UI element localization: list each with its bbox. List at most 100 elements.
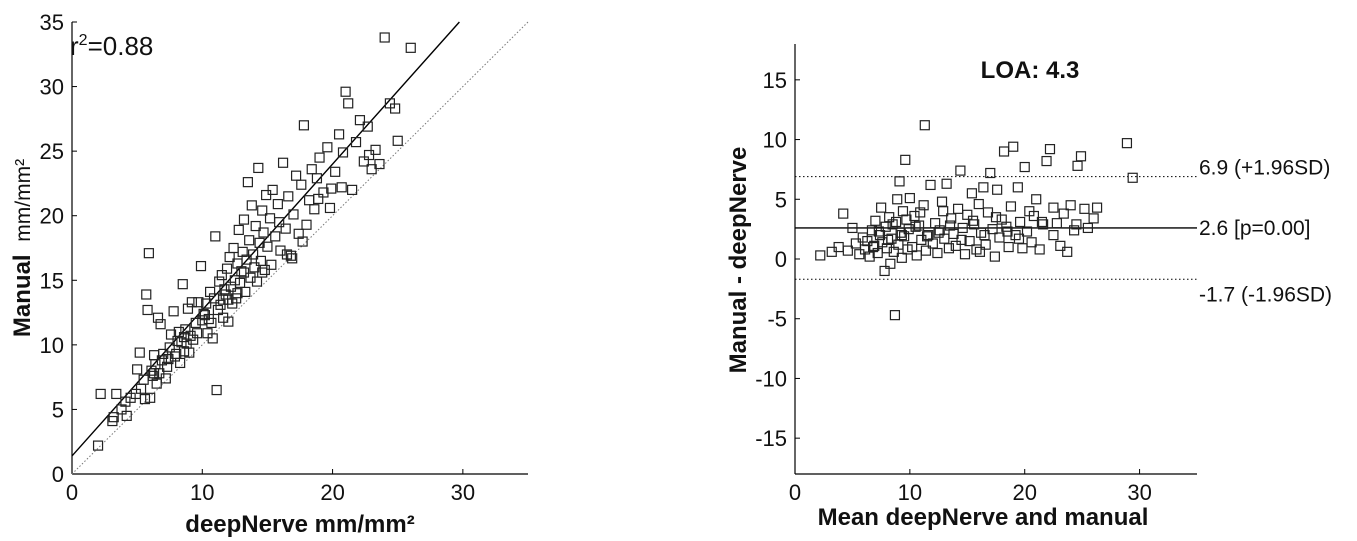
scatter-point: [95, 388, 106, 400]
scatter-point: [261, 189, 272, 201]
scatter-y-axis-title: Manual mm/mm²: [9, 159, 36, 337]
scatter-point: [247, 249, 259, 260]
bland-altman-point: [952, 203, 964, 214]
bland-altman-point: [1012, 182, 1023, 193]
scatter-point: [311, 173, 323, 184]
bland-altman-x-tick-label: 10: [898, 480, 922, 505]
bland-altman-point: [1036, 216, 1048, 228]
bland-altman-point: [1088, 213, 1099, 224]
regression-line: [71, 21, 460, 457]
scatter-point: [171, 348, 182, 359]
scatter-point: [211, 384, 222, 396]
scatter-point: [190, 317, 201, 329]
scatter-x-tick-label: 30: [451, 480, 475, 505]
bland-altman-y-tick-label: 10: [763, 128, 787, 153]
scatter-point: [326, 183, 337, 194]
scatter-point: [238, 267, 250, 278]
scatter-point: [212, 304, 224, 316]
bland-altman-point: [887, 219, 898, 230]
bland-altman-point: [966, 188, 977, 199]
scatter-point: [191, 328, 203, 339]
scatter-y-tick-label: 35: [40, 10, 64, 35]
scatter-point: [275, 245, 286, 256]
scatter-point: [228, 242, 239, 254]
bland-altman-point: [838, 208, 849, 219]
scatter-point: [246, 200, 257, 211]
scatter-point: [251, 276, 263, 287]
scatter-point: [250, 220, 261, 232]
bland-altman-point: [936, 196, 948, 207]
bland-altman-point: [994, 232, 1005, 243]
bland-altman-point: [971, 244, 982, 255]
scatter-point: [169, 351, 181, 362]
scatter-y-axis-title-unit: mm/mm²: [12, 159, 35, 242]
bland-altman-point: [885, 258, 896, 269]
scatter-point: [198, 308, 209, 319]
scatter-point: [199, 310, 210, 321]
bland-altman-y-tick-label: -10: [755, 366, 787, 391]
bland-altman-point: [962, 209, 973, 220]
scatter-point: [267, 184, 278, 195]
scatter-point: [135, 383, 147, 394]
scatter-reference-lines: [71, 21, 529, 475]
scatter-point: [244, 235, 255, 246]
scatter-point: [145, 392, 156, 403]
bland-altman-point: [957, 222, 968, 234]
scatter-point: [297, 236, 308, 247]
scatter-point: [163, 353, 174, 365]
bland-altman-y-tick-label: 5: [775, 187, 787, 212]
annotation-superscript: 2: [79, 32, 88, 49]
bland-altman-point: [903, 224, 914, 235]
bland-altman-point: [969, 219, 980, 230]
bland-altman-point: [1048, 230, 1059, 241]
bland-altman-point: [879, 265, 890, 277]
bland-altman-point: [886, 233, 897, 244]
bland-altman-y-tick-label: -5: [767, 307, 787, 332]
scatter-point: [220, 289, 231, 300]
scatter-point: [156, 355, 167, 366]
scatter-point: [306, 164, 317, 175]
bland-altman-point: [920, 245, 932, 256]
scatter-point: [195, 260, 207, 272]
bland-altman-title: LOA: 4.3: [981, 57, 1080, 84]
scatter-point: [288, 209, 299, 220]
scatter-point: [390, 103, 401, 114]
scatter-point: [363, 149, 375, 161]
bland-altman-point: [939, 233, 950, 244]
bland-altman-point: [943, 243, 955, 254]
scatter-point: [216, 270, 227, 281]
scatter-point: [151, 378, 162, 389]
bland-altman-point: [975, 227, 987, 238]
scatter-point: [283, 191, 294, 202]
bland-altman-point: [876, 202, 887, 213]
bland-altman-point: [1079, 203, 1090, 214]
bland-altman-point: [948, 228, 959, 240]
scatter-point: [232, 288, 243, 299]
bland-altman-point: [955, 165, 966, 176]
scatter-point: [322, 142, 333, 153]
scatter-point: [379, 32, 390, 43]
bland-altman-point: [1031, 194, 1042, 205]
scatter-point: [229, 275, 240, 286]
bland-altman-point: [985, 167, 996, 179]
scatter-point: [405, 42, 416, 53]
scatter-point: [164, 342, 175, 353]
scatter-point: [318, 187, 329, 198]
scatter-point: [130, 388, 141, 400]
scatter-point: [236, 266, 247, 277]
scatter-point: [241, 254, 252, 265]
scatter-point: [257, 267, 268, 278]
scatter-point: [238, 214, 250, 225]
bland-altman-point: [964, 235, 975, 247]
scatter-point: [287, 253, 298, 264]
bland-altman-point: [1082, 222, 1093, 234]
scatter-point: [266, 259, 277, 270]
bland-altman-point: [1048, 202, 1059, 213]
bland-altman-point: [918, 200, 929, 211]
scatter-point: [201, 298, 212, 309]
reference-line-label: 6.9 (+1.96SD): [1199, 157, 1330, 180]
bland-altman-point: [882, 234, 894, 245]
bland-altman-point: [944, 220, 956, 231]
bland-altman-point: [815, 250, 826, 261]
bland-altman-point: [1065, 200, 1076, 211]
